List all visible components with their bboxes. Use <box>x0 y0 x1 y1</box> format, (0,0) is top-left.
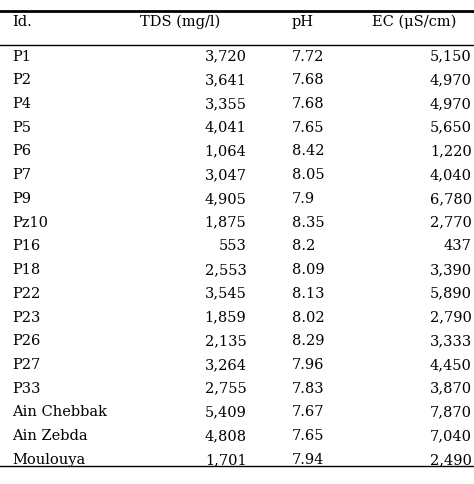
Text: 7,040: 7,040 <box>429 429 472 443</box>
Text: P5: P5 <box>12 121 31 135</box>
Text: 3,545: 3,545 <box>205 287 246 301</box>
Text: 7.67: 7.67 <box>292 406 324 419</box>
Text: P22: P22 <box>12 287 40 301</box>
Text: pH: pH <box>292 15 313 29</box>
Text: 8.09: 8.09 <box>292 263 324 277</box>
Text: P6: P6 <box>12 145 31 158</box>
Text: Moulouya: Moulouya <box>12 453 85 467</box>
Text: 3,720: 3,720 <box>204 50 246 63</box>
Text: 7.68: 7.68 <box>292 74 324 87</box>
Text: 1,701: 1,701 <box>205 453 246 467</box>
Text: 7.96: 7.96 <box>292 358 324 372</box>
Text: 2,553: 2,553 <box>205 263 246 277</box>
Text: P4: P4 <box>12 97 31 111</box>
Text: 3,390: 3,390 <box>429 263 472 277</box>
Text: 5,890: 5,890 <box>429 287 472 301</box>
Text: 1,220: 1,220 <box>430 145 472 158</box>
Text: 3,333: 3,333 <box>429 334 472 348</box>
Text: 4,970: 4,970 <box>430 97 472 111</box>
Text: EC (μS/cm): EC (μS/cm) <box>372 15 456 29</box>
Text: P18: P18 <box>12 263 40 277</box>
Text: 2,755: 2,755 <box>205 382 246 395</box>
Text: P27: P27 <box>12 358 40 372</box>
Text: 6,780: 6,780 <box>429 192 472 206</box>
Text: Id.: Id. <box>12 15 32 29</box>
Text: Ain Chebbak: Ain Chebbak <box>12 406 107 419</box>
Text: 8.42: 8.42 <box>292 145 324 158</box>
Text: 8.35: 8.35 <box>292 216 324 229</box>
Text: P33: P33 <box>12 382 40 395</box>
Text: 3,264: 3,264 <box>204 358 246 372</box>
Text: 8.05: 8.05 <box>292 168 324 182</box>
Text: 5,650: 5,650 <box>429 121 472 135</box>
Text: Pz10: Pz10 <box>12 216 48 229</box>
Text: 4,970: 4,970 <box>430 74 472 87</box>
Text: 8.13: 8.13 <box>292 287 324 301</box>
Text: 8.29: 8.29 <box>292 334 324 348</box>
Text: 7.72: 7.72 <box>292 50 324 63</box>
Text: 3,355: 3,355 <box>204 97 246 111</box>
Text: P9: P9 <box>12 192 31 206</box>
Text: 2,135: 2,135 <box>205 334 246 348</box>
Text: P16: P16 <box>12 240 40 253</box>
Text: 1,859: 1,859 <box>205 311 246 324</box>
Text: P2: P2 <box>12 74 31 87</box>
Text: TDS (mg/l): TDS (mg/l) <box>140 15 220 29</box>
Text: P26: P26 <box>12 334 40 348</box>
Text: 7.94: 7.94 <box>292 453 324 467</box>
Text: 5,409: 5,409 <box>205 406 246 419</box>
Text: 437: 437 <box>444 240 472 253</box>
Text: 2,790: 2,790 <box>430 311 472 324</box>
Text: 1,875: 1,875 <box>205 216 246 229</box>
Text: 5,150: 5,150 <box>430 50 472 63</box>
Text: 7.65: 7.65 <box>292 429 324 443</box>
Text: 4,808: 4,808 <box>204 429 246 443</box>
Text: 7.68: 7.68 <box>292 97 324 111</box>
Text: 553: 553 <box>219 240 246 253</box>
Text: 7.65: 7.65 <box>292 121 324 135</box>
Text: 8.2: 8.2 <box>292 240 315 253</box>
Text: 3,870: 3,870 <box>429 382 472 395</box>
Text: 7,870: 7,870 <box>429 406 472 419</box>
Text: Ain Zebda: Ain Zebda <box>12 429 88 443</box>
Text: 7.9: 7.9 <box>292 192 315 206</box>
Text: P1: P1 <box>12 50 31 63</box>
Text: 2,490: 2,490 <box>430 453 472 467</box>
Text: 2,770: 2,770 <box>430 216 472 229</box>
Text: 4,040: 4,040 <box>429 168 472 182</box>
Text: 8.02: 8.02 <box>292 311 324 324</box>
Text: 4,041: 4,041 <box>205 121 246 135</box>
Text: 7.83: 7.83 <box>292 382 324 395</box>
Text: 4,905: 4,905 <box>205 192 246 206</box>
Text: 4,450: 4,450 <box>430 358 472 372</box>
Text: 3,641: 3,641 <box>205 74 246 87</box>
Text: P23: P23 <box>12 311 40 324</box>
Text: 3,047: 3,047 <box>204 168 246 182</box>
Text: 1,064: 1,064 <box>205 145 246 158</box>
Text: P7: P7 <box>12 168 31 182</box>
